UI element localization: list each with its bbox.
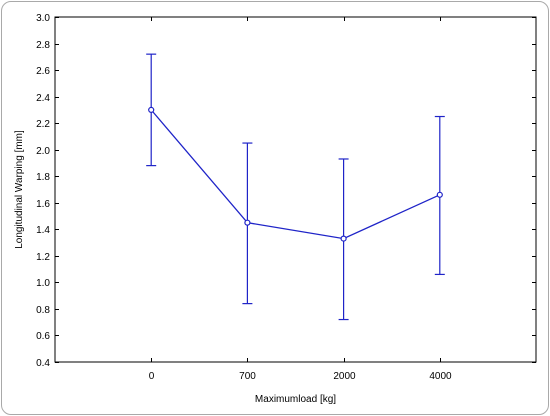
- x-axis-title: Maximumload [kg]: [255, 394, 336, 405]
- y-tick-label: 2.2: [36, 119, 50, 130]
- x-tick-label: 700: [239, 371, 256, 382]
- series-line-group: [148, 106, 443, 242]
- error-bars: [146, 53, 445, 321]
- y-tick-label: 2.4: [36, 93, 50, 104]
- y-tick-label: 0.8: [36, 305, 50, 316]
- x-tick-label: 4000: [429, 371, 452, 382]
- y-tick-label: 0.4: [36, 358, 50, 369]
- y-tick-label: 1.4: [36, 225, 50, 236]
- y-tick-label: 1.2: [36, 252, 50, 263]
- y-axis-title: Longitudinal Warping [mm]: [14, 130, 25, 249]
- y-tick-label: 1.0: [36, 278, 50, 289]
- data-point: [244, 219, 251, 226]
- y-tick-label: 1.8: [36, 172, 50, 183]
- data-point: [340, 235, 347, 242]
- y-axis-ticks: 0.4 0.6 0.8 1.0 1.2 1.4 1.6 1.8 2.0 2.2 2.4 2.6 2.8 3…: [36, 13, 536, 369]
- y-tick-label: 2.6: [36, 66, 50, 77]
- x-tick-label: 2000: [333, 371, 356, 382]
- y-tick-label: 0.6: [36, 331, 50, 342]
- series-line: [150, 109, 441, 240]
- y-tick-label: 1.6: [36, 199, 50, 210]
- y-tick-label: 2.8: [36, 40, 50, 51]
- y-tick-label: 3.0: [36, 13, 50, 24]
- data-point: [148, 106, 155, 113]
- data-point: [436, 191, 443, 198]
- x-axis-ticks: 0 700 2000 4000: [149, 17, 452, 382]
- plot-area-frame: [54, 16, 537, 363]
- y-tick-label: 2.0: [36, 146, 50, 157]
- x-tick-label: 0: [149, 371, 155, 382]
